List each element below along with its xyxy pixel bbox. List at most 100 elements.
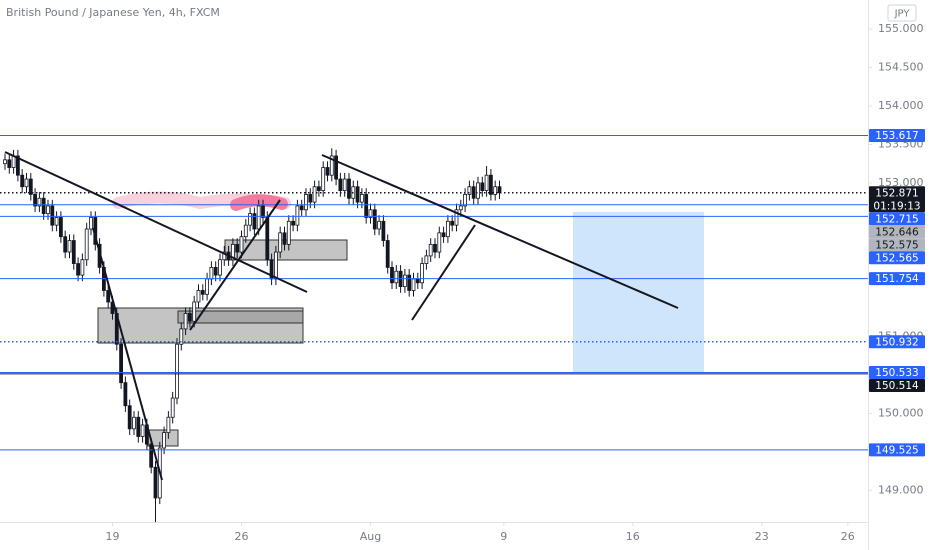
y-tick-label: 154.500 xyxy=(878,61,924,74)
trend-line xyxy=(189,199,281,331)
candle-body xyxy=(476,182,480,199)
candle-body xyxy=(347,178,351,199)
candle-body xyxy=(433,243,437,253)
candle-body xyxy=(196,290,201,303)
candle-body xyxy=(484,174,489,191)
candle-body xyxy=(415,278,420,284)
candle-body xyxy=(46,205,50,215)
price-label: 152.565 xyxy=(875,252,918,264)
candle-body xyxy=(265,217,270,261)
zone-box xyxy=(177,310,304,324)
candle-body xyxy=(308,194,313,203)
candle-body xyxy=(106,290,111,303)
candle-body xyxy=(368,209,373,218)
price-label-box xyxy=(869,365,925,379)
candle-body xyxy=(359,194,364,203)
candle-body xyxy=(364,194,369,218)
price-label: 150.932 xyxy=(875,336,918,348)
candle-body xyxy=(402,274,407,288)
candle-body xyxy=(67,240,72,253)
candle-body xyxy=(179,328,184,345)
trend-line xyxy=(4,151,308,293)
x-tick-label: 19 xyxy=(105,530,119,543)
trend-line xyxy=(321,154,679,309)
candle-body xyxy=(58,217,63,238)
price-label-box xyxy=(869,251,925,265)
time-axis xyxy=(0,522,868,550)
candle-body xyxy=(256,205,261,230)
x-tick-label: 23 xyxy=(755,530,769,543)
candle-body xyxy=(50,205,55,226)
candle-body xyxy=(175,343,179,399)
candle-body xyxy=(84,228,89,261)
candle-body xyxy=(467,186,472,195)
candle-body xyxy=(493,186,498,195)
candle-body xyxy=(338,178,343,191)
price-label-box xyxy=(869,335,925,349)
candle-body xyxy=(390,267,394,284)
candle-body xyxy=(497,186,502,194)
candle-body xyxy=(377,220,381,230)
candle-body xyxy=(132,416,136,430)
candle-body xyxy=(187,313,192,322)
candle-body xyxy=(222,251,227,261)
candle-body xyxy=(230,243,235,261)
candle-body xyxy=(200,290,205,295)
candle-body xyxy=(342,178,347,191)
price-label: 150.514 xyxy=(875,380,919,392)
candle-body xyxy=(28,178,33,195)
candle-body xyxy=(162,432,166,449)
candle-body xyxy=(480,182,485,191)
currency[interactable]: JPY xyxy=(894,9,911,20)
candle-body xyxy=(239,236,244,253)
candle-body xyxy=(183,313,188,330)
y-tick-label: 154.000 xyxy=(878,99,924,112)
candle-body xyxy=(261,205,265,218)
candle-body xyxy=(71,240,76,264)
candle-body xyxy=(488,174,493,195)
candle-body xyxy=(37,197,42,207)
x-tick-label: 16 xyxy=(626,530,640,543)
price-label: 149.525 xyxy=(875,444,918,456)
candle-body xyxy=(321,167,326,191)
candle-body xyxy=(24,178,29,188)
candle-body xyxy=(291,220,295,226)
candle-body xyxy=(385,240,390,268)
currency-button[interactable] xyxy=(887,4,917,22)
x-tick-label: 26 xyxy=(234,530,248,543)
candle-body xyxy=(316,186,321,191)
candle-body xyxy=(372,209,377,230)
candle-body xyxy=(89,217,93,230)
candle-body xyxy=(33,194,37,207)
y-tick-label: 153.000 xyxy=(878,176,924,189)
candle-body xyxy=(54,217,59,226)
chart-title: British Pound / Japanese Yen, 4h, FXCM xyxy=(6,6,220,19)
price-label: 152.871 xyxy=(875,187,918,199)
y-tick-label: 150.000 xyxy=(878,406,924,419)
price-label: 152.715 xyxy=(875,213,918,225)
candle-body xyxy=(3,159,7,165)
price-label-box xyxy=(869,378,925,392)
candle-body xyxy=(450,220,455,226)
candle-body xyxy=(15,155,20,176)
candle-body xyxy=(192,301,197,322)
y-tick-label: 155.000 xyxy=(878,22,924,35)
candle-body xyxy=(11,155,16,168)
candle-body xyxy=(278,232,283,253)
candle-body xyxy=(209,267,214,280)
trend-line xyxy=(411,224,476,321)
candle-body xyxy=(411,278,416,291)
candle-body xyxy=(20,174,25,188)
candle-body xyxy=(312,186,317,203)
candle-body xyxy=(243,224,248,238)
candle-body xyxy=(458,205,463,211)
candle-body xyxy=(166,416,171,434)
price-label: 153.617 xyxy=(875,130,918,142)
target-zone xyxy=(573,212,704,373)
trend-line xyxy=(92,227,163,481)
candle-body xyxy=(123,382,128,407)
candle-body xyxy=(205,278,209,295)
candle-body xyxy=(445,220,450,238)
